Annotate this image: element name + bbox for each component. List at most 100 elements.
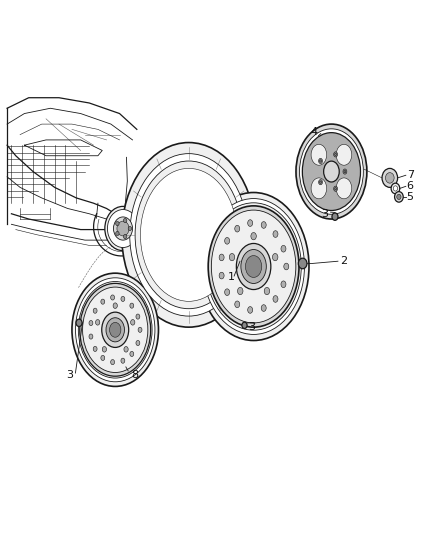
Ellipse shape (251, 232, 256, 240)
Ellipse shape (212, 210, 296, 323)
Ellipse shape (105, 206, 141, 251)
Circle shape (344, 171, 346, 173)
Ellipse shape (130, 351, 134, 357)
Ellipse shape (121, 296, 125, 302)
Ellipse shape (206, 203, 301, 330)
Ellipse shape (343, 169, 347, 174)
Ellipse shape (110, 322, 121, 337)
Ellipse shape (203, 199, 304, 334)
Ellipse shape (102, 312, 129, 348)
Ellipse shape (130, 154, 248, 316)
Ellipse shape (136, 341, 140, 345)
Ellipse shape (93, 346, 97, 351)
Ellipse shape (78, 281, 152, 378)
Ellipse shape (241, 249, 266, 284)
Ellipse shape (318, 158, 322, 164)
Ellipse shape (237, 287, 243, 295)
Ellipse shape (302, 133, 360, 211)
Ellipse shape (336, 178, 352, 199)
Ellipse shape (75, 278, 155, 382)
Ellipse shape (93, 308, 97, 313)
Ellipse shape (83, 287, 148, 373)
Ellipse shape (219, 254, 224, 261)
Ellipse shape (281, 245, 286, 252)
Ellipse shape (311, 144, 327, 165)
Circle shape (332, 213, 338, 220)
Ellipse shape (107, 209, 138, 247)
Circle shape (335, 188, 336, 190)
Ellipse shape (89, 334, 93, 339)
Circle shape (124, 235, 127, 239)
Text: 5: 5 (406, 192, 413, 202)
Ellipse shape (281, 281, 286, 288)
Ellipse shape (198, 192, 309, 341)
Ellipse shape (117, 221, 129, 236)
Ellipse shape (391, 183, 400, 193)
Ellipse shape (382, 168, 398, 188)
Ellipse shape (273, 296, 278, 302)
Circle shape (298, 258, 307, 269)
Ellipse shape (334, 152, 338, 157)
Ellipse shape (247, 220, 253, 227)
Circle shape (124, 219, 127, 223)
Text: 4: 4 (311, 127, 318, 137)
Circle shape (320, 160, 321, 162)
Ellipse shape (113, 217, 133, 240)
Circle shape (242, 322, 247, 328)
Text: 8: 8 (131, 369, 138, 379)
Ellipse shape (72, 273, 159, 386)
Text: 3: 3 (248, 322, 255, 332)
Text: 1: 1 (228, 272, 235, 282)
Circle shape (397, 194, 401, 199)
Circle shape (116, 231, 119, 236)
Ellipse shape (135, 161, 242, 309)
Ellipse shape (336, 144, 352, 165)
Ellipse shape (89, 320, 93, 326)
Circle shape (76, 319, 82, 327)
Ellipse shape (284, 263, 289, 270)
Ellipse shape (101, 356, 105, 360)
Ellipse shape (113, 303, 117, 309)
Text: 7: 7 (406, 170, 414, 180)
Circle shape (320, 181, 321, 183)
Ellipse shape (101, 299, 105, 304)
Ellipse shape (124, 346, 128, 352)
Ellipse shape (219, 272, 224, 279)
Ellipse shape (334, 186, 338, 191)
Ellipse shape (208, 206, 299, 327)
Ellipse shape (245, 256, 262, 277)
Ellipse shape (229, 254, 235, 261)
Ellipse shape (264, 287, 270, 295)
Ellipse shape (273, 231, 278, 237)
Ellipse shape (136, 314, 140, 319)
Ellipse shape (111, 295, 115, 300)
Ellipse shape (80, 284, 151, 376)
Text: 6: 6 (406, 181, 413, 191)
Ellipse shape (393, 186, 398, 191)
Ellipse shape (235, 301, 240, 308)
Ellipse shape (130, 303, 134, 308)
Circle shape (128, 227, 132, 231)
Ellipse shape (121, 358, 125, 364)
Ellipse shape (318, 180, 322, 185)
Ellipse shape (261, 305, 266, 311)
Ellipse shape (141, 168, 237, 301)
Text: 2: 2 (340, 256, 347, 266)
Ellipse shape (225, 238, 230, 244)
Text: 3: 3 (321, 209, 328, 219)
Ellipse shape (235, 225, 240, 232)
Ellipse shape (111, 360, 115, 365)
Circle shape (395, 191, 403, 202)
Ellipse shape (138, 327, 142, 333)
Ellipse shape (122, 142, 256, 327)
Ellipse shape (324, 161, 339, 182)
Circle shape (335, 154, 336, 156)
Ellipse shape (95, 320, 100, 325)
Text: 3: 3 (66, 369, 73, 379)
Ellipse shape (272, 254, 278, 261)
Ellipse shape (225, 289, 230, 295)
Circle shape (116, 221, 119, 225)
Ellipse shape (131, 320, 135, 325)
Ellipse shape (311, 178, 327, 199)
Ellipse shape (385, 173, 394, 183)
